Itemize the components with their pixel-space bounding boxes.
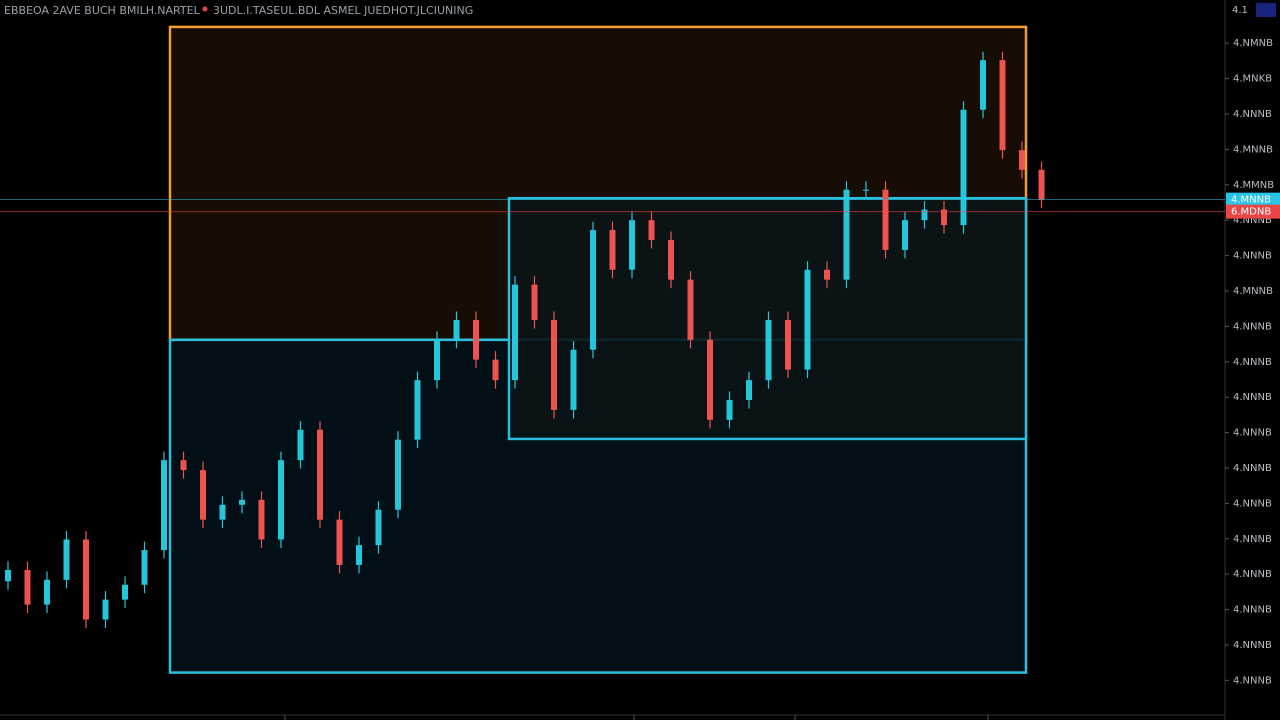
candle-body <box>122 584 128 600</box>
candle-body <box>258 499 265 540</box>
candle-body <box>356 545 362 565</box>
candle-body <box>902 220 908 250</box>
candle-body <box>200 470 206 520</box>
candle-body <box>570 349 577 410</box>
y-tick-label: 4.NNNB <box>1233 215 1272 226</box>
candle-body <box>336 519 343 565</box>
candle-body <box>941 209 947 226</box>
candle-body <box>278 460 284 540</box>
y-tick-label: 4.NNNB <box>1233 569 1272 580</box>
candle-body <box>590 230 596 350</box>
price-label-box <box>1226 204 1280 219</box>
candle-body <box>1038 169 1045 200</box>
candle-body <box>414 380 421 440</box>
candle-body <box>239 499 245 505</box>
candle-body <box>219 504 226 520</box>
candle-body <box>317 429 323 520</box>
status-dot <box>202 6 208 12</box>
zone <box>507 196 1028 441</box>
plot <box>5 51 1045 628</box>
candle-body <box>882 189 889 250</box>
y-tick-label: 4.NNNB <box>1233 251 1272 262</box>
candle-body <box>668 240 674 280</box>
y-tick-label: 4.NNNB <box>1233 428 1272 439</box>
candle-body <box>551 320 557 410</box>
candle-body <box>921 209 928 221</box>
candle-body <box>434 339 440 381</box>
candle-body <box>375 509 382 546</box>
y-tick-label: 4.NNNB <box>1233 109 1272 120</box>
candle-body <box>765 320 772 381</box>
candle-body <box>102 599 109 620</box>
y-tick-label: 4.NNNB <box>1233 640 1272 651</box>
y-tick-label: 4.MNKB <box>1233 74 1272 85</box>
candle-body <box>180 460 187 471</box>
chart-subtitle: 3UDL.I.TASEUL.BDL ASMEL JUEDHOT.JLCIUNIN… <box>213 4 473 17</box>
candle-body <box>297 429 304 461</box>
y-tick-label: 4.NNNB <box>1233 605 1272 616</box>
y-tick-label: 4.NNNB <box>1233 357 1272 368</box>
y-tick-label: 4.MNNB <box>1233 144 1273 155</box>
y-tick-label: 4.NNNB <box>1233 498 1272 509</box>
candle-body <box>24 569 31 605</box>
candle-body <box>473 320 479 360</box>
candle-body <box>395 439 401 510</box>
candle-body <box>999 60 1006 151</box>
y-tick-label: 4.NNNB <box>1233 392 1272 403</box>
candle-body <box>5 569 11 582</box>
candle-body <box>531 284 538 320</box>
price-label-box <box>1226 192 1280 207</box>
candle-body <box>960 109 967 226</box>
candle-body <box>824 269 830 280</box>
candle-body <box>83 539 89 620</box>
y-tick-label: 4.NNNB <box>1233 534 1272 545</box>
candle-body <box>453 320 460 340</box>
y-tick-label: 4.NNNB <box>1233 463 1272 474</box>
corner-label: 4.1 <box>1232 5 1248 16</box>
candle-body <box>629 220 635 270</box>
y-tick-label: 4.MNNB <box>1233 286 1273 297</box>
candle-body <box>512 284 518 381</box>
y-tick-label: 4.NNNB <box>1233 675 1272 686</box>
candle-body <box>44 579 50 605</box>
candle-body <box>863 189 869 191</box>
candle-body <box>804 269 811 370</box>
y-tick-label: 4.MMNB <box>1233 180 1274 191</box>
y-tick-label: 4.NNNB <box>1233 321 1272 332</box>
chart-title: EBBEOA 2AVE BUCH BMILH.NARTEL <box>4 4 201 17</box>
candle-body <box>746 380 752 400</box>
candle-body <box>980 60 986 110</box>
candle-body <box>843 189 850 280</box>
candle-body <box>492 359 499 381</box>
candle-body <box>141 550 148 585</box>
candle-body <box>687 279 694 340</box>
y-tick-label: 4.NMNB <box>1233 38 1273 49</box>
zones <box>168 25 1028 674</box>
settings-button[interactable] <box>1256 3 1276 17</box>
candle-body <box>609 230 616 270</box>
price-label: 4.MNNB <box>1231 195 1271 206</box>
price-label: 6.MDNB <box>1231 207 1271 218</box>
candle-body <box>726 400 733 420</box>
candle-body <box>63 539 70 580</box>
candle-body <box>785 320 791 370</box>
candle-body <box>648 220 655 240</box>
candle-body <box>1019 150 1025 170</box>
candle-body <box>707 339 713 420</box>
candle-body <box>161 460 167 551</box>
